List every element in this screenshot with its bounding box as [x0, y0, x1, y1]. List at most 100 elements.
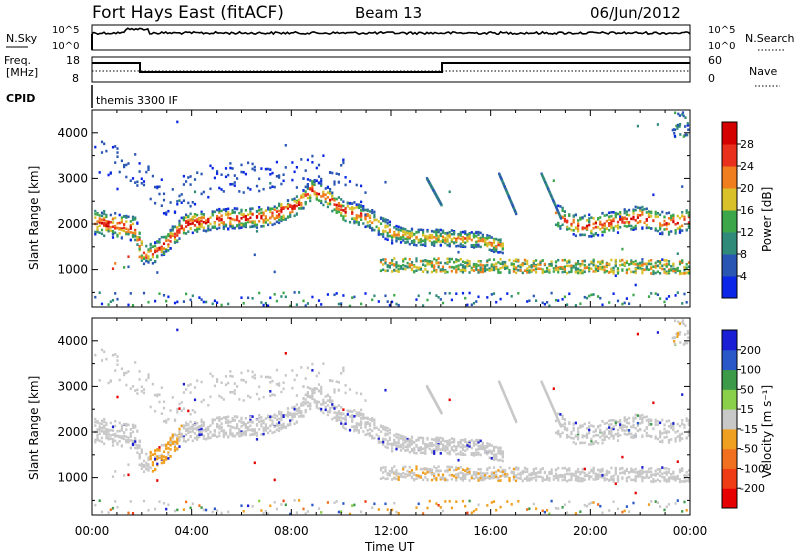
power-cell [198, 225, 201, 228]
velocity-cell [616, 480, 620, 483]
power-cell [663, 215, 666, 219]
velocity-cell [357, 430, 360, 434]
power-cell [532, 268, 535, 272]
velocity-cell [353, 503, 356, 507]
power-cell [541, 259, 544, 262]
velocity-cell [240, 425, 243, 428]
velocity-cell [258, 499, 261, 503]
velocity-cell [450, 465, 453, 469]
velocity-cell [346, 413, 349, 416]
power-cell [320, 180, 323, 183]
power-cell [295, 200, 298, 204]
power-cell [158, 241, 161, 244]
power-cell [264, 167, 267, 171]
velocity-cell [526, 470, 529, 474]
velocity-cell [187, 427, 190, 430]
power-cell [444, 270, 447, 273]
power-cell [610, 258, 613, 262]
power-cell [437, 234, 440, 238]
power-cell [625, 297, 628, 300]
power-cell [298, 207, 301, 210]
velocity-cell [437, 473, 440, 477]
velocity-cell [109, 421, 112, 425]
power-cell [563, 265, 566, 269]
velocity-cell [260, 433, 263, 436]
power-cell [304, 193, 307, 196]
power-cell [508, 269, 511, 272]
velocity-cell [120, 426, 123, 430]
velocity-cell [242, 399, 245, 402]
power-cell [526, 262, 529, 266]
velocity-cell [229, 374, 232, 378]
power-cell [220, 209, 223, 213]
velocity-cell [291, 412, 294, 416]
velocity-cell [441, 473, 445, 477]
velocity-cell [100, 510, 104, 514]
power-cell [123, 223, 126, 226]
velocity-cell [289, 413, 292, 416]
velocity-cell [111, 433, 115, 436]
velocity-cell [360, 412, 363, 415]
velocity-cell [255, 438, 259, 441]
power-cell [557, 266, 560, 269]
power-cell [238, 211, 241, 215]
power-cell [435, 228, 438, 232]
power-cell [362, 205, 365, 208]
power-cell [601, 223, 604, 227]
velocity-cell [422, 478, 425, 481]
velocity-cell [384, 432, 387, 436]
velocity-cell [278, 429, 281, 433]
power-cell [171, 229, 174, 232]
power-cell [577, 229, 580, 233]
power-cell [621, 302, 624, 306]
velocity-cell [397, 445, 400, 448]
power-cell [561, 223, 564, 227]
velocity-cell [171, 396, 174, 399]
power-cell [684, 116, 687, 119]
power-cell [368, 220, 372, 223]
power-cell [127, 162, 130, 165]
velocity-cell [114, 470, 117, 473]
power-cell [377, 233, 380, 236]
power-cell [326, 205, 329, 209]
power-cell [616, 270, 620, 274]
power-cell [406, 231, 409, 235]
velocity-cell [262, 419, 265, 422]
velocity-cell [406, 448, 409, 451]
velocity-cell [528, 477, 531, 480]
velocity-cell [477, 468, 480, 471]
velocity-cell [468, 479, 471, 482]
velocity-cell [240, 378, 243, 382]
power-cell [364, 292, 367, 295]
power-cell [623, 211, 626, 215]
beam-title: Beam 13 [355, 4, 422, 22]
velocity-cell [388, 474, 391, 477]
velocity-cell [572, 472, 575, 476]
velocity-cell [428, 444, 431, 447]
noise-panel-frame [91, 24, 691, 51]
velocity-cell [614, 472, 617, 476]
power-cell [249, 188, 252, 191]
power-cell [333, 199, 336, 202]
power-cell [656, 264, 659, 268]
power-cell [393, 235, 396, 238]
velocity-cell [251, 370, 254, 374]
power-cell [302, 206, 305, 210]
velocity-cell [351, 415, 354, 418]
power-cell [424, 268, 427, 271]
power-cell [539, 263, 542, 266]
velocity-cell [579, 424, 582, 428]
power-cell [661, 210, 664, 214]
velocity-cell [111, 353, 115, 357]
velocity-cell [362, 413, 365, 416]
power-cell [311, 189, 314, 193]
power-cell [233, 181, 236, 184]
velocity-cell [118, 421, 121, 425]
power-cell [196, 220, 199, 224]
velocity-cell [240, 431, 243, 435]
power-cell [227, 216, 230, 219]
power-cell [501, 246, 504, 250]
velocity-cell [461, 473, 465, 477]
power-cell [548, 304, 551, 308]
velocity-cell [539, 471, 542, 474]
